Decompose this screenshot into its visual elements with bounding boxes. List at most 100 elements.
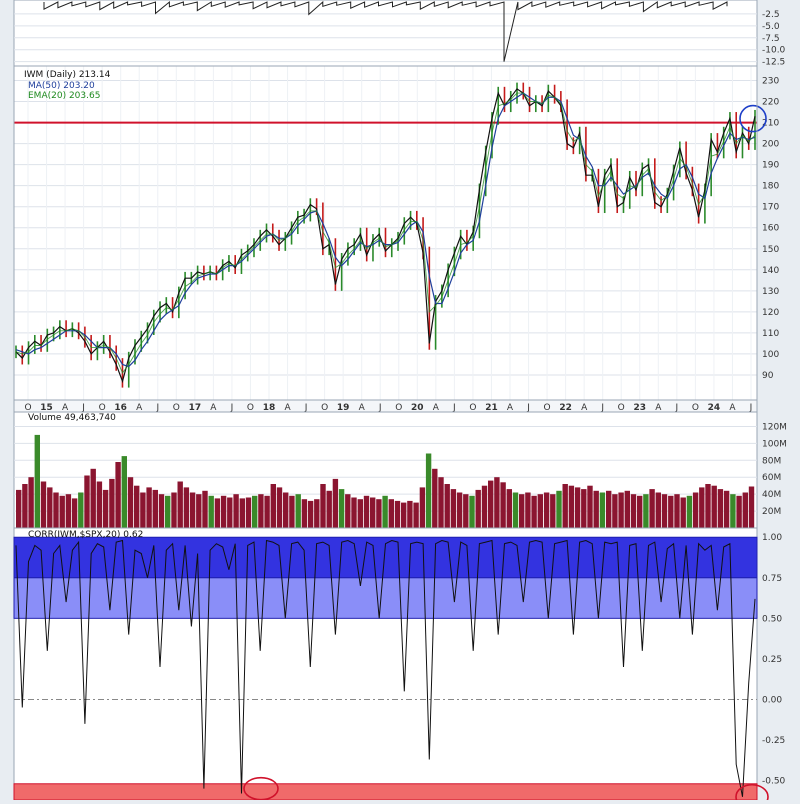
volume-bar [407, 500, 413, 528]
date-tick-label: O [99, 403, 106, 413]
volume-bar [587, 485, 593, 528]
volume-bar [717, 489, 724, 528]
volume-bar [258, 494, 264, 528]
ema20-line [15, 92, 756, 374]
volume-bar [723, 490, 730, 528]
volume-bar [152, 489, 158, 528]
date-tick-label: 23 [634, 403, 647, 413]
volume-bar [183, 487, 190, 528]
date-tick-label: J [526, 403, 530, 413]
volume-bar [78, 492, 84, 528]
volume-bar [463, 494, 469, 528]
date-tick-label: O [24, 403, 31, 413]
date-tick-label: O [469, 403, 476, 413]
date-axis: O 15 A J O 16 A J O 17 A J O 18 A J O 19 A J O 20 A J O 21 A J O 22 A J… [13, 399, 758, 413]
volume-bar [171, 492, 177, 528]
date-tick-label: 17 [189, 403, 202, 413]
volume-bar [550, 494, 556, 528]
volume-bar [711, 485, 717, 528]
volume-bar [22, 484, 28, 528]
volume-bar [537, 494, 543, 528]
volume-bar [637, 495, 643, 528]
volume-tick-label: 80M [762, 456, 781, 466]
volume-bar [332, 478, 339, 528]
corr-line [15, 539, 756, 797]
price-tick-label: 130 [762, 287, 779, 297]
volume-panel: 20M 40M 60M 80M 100M 120M [13, 411, 787, 529]
top-tick-label: -7.5 [762, 34, 780, 44]
volume-bar [736, 495, 742, 528]
volume-bar [450, 489, 457, 528]
date-tick-label: O [544, 403, 551, 413]
price-tick-label: 200 [762, 140, 779, 150]
volume-bar [618, 492, 624, 528]
volume-bar [121, 456, 127, 528]
date-tick-label: A [359, 403, 366, 413]
date-tick-label: A [433, 403, 440, 413]
volume-bar [96, 481, 103, 528]
volume-bar [239, 498, 245, 528]
price-tick-label: 140 [762, 266, 779, 276]
volume-bar [71, 498, 78, 528]
volume-bar [208, 495, 214, 528]
volume-bar [84, 475, 90, 528]
volume-bar [289, 495, 295, 528]
resistance-highlight-circle [739, 104, 767, 133]
volume-bar [525, 492, 531, 528]
corr-band [13, 783, 758, 801]
volume-bar [543, 492, 550, 528]
price-tick-label: 90 [762, 371, 774, 381]
volume-bar [444, 484, 450, 528]
volume-bar [189, 492, 196, 528]
price-tick-label: 220 [762, 98, 779, 108]
volume-bar [413, 502, 419, 528]
date-tick-label: 19 [337, 403, 350, 413]
top-indicator-line [43, 0, 728, 62]
volume-bar [562, 484, 568, 528]
volume-bar [606, 490, 612, 528]
date-tick-label: A [581, 403, 588, 413]
volume-bar [680, 497, 686, 528]
date-tick-label: A [507, 403, 514, 413]
volume-bar [338, 489, 345, 528]
date-tick-label: O [618, 403, 625, 413]
top-tick-label: -5.0 [762, 22, 780, 32]
price-panel: 90 100 110 120 130 140 150 160 170 180 190 200 210 22… [13, 65, 779, 401]
price-tick-label: 170 [762, 203, 779, 213]
volume-bar [649, 489, 655, 528]
corr-band [13, 577, 758, 619]
date-tick-label: O [692, 403, 699, 413]
volume-bar [233, 494, 239, 528]
date-tick-label: 20 [411, 403, 424, 413]
volume-bar [488, 480, 494, 528]
top-tick-label: -10.0 [762, 46, 786, 56]
volume-bar [146, 487, 152, 528]
volume-bar [748, 486, 755, 528]
volume-bar [102, 489, 109, 528]
volume-bar [500, 482, 506, 528]
date-tick-label: A [284, 403, 291, 413]
date-tick-label: 15 [40, 403, 53, 413]
volume-bar [376, 499, 382, 528]
price-tick-label: 100 [762, 350, 779, 360]
volume-bar [674, 494, 680, 528]
volume-bar [90, 468, 96, 528]
date-tick-label: J [304, 403, 308, 413]
volume-bar [699, 487, 705, 528]
volume-bar [432, 468, 438, 528]
price-tick-label: 110 [762, 329, 779, 339]
corr-tick-label: -0.50 [762, 777, 786, 787]
date-tick-label: O [321, 403, 328, 413]
date-tick-label: O [395, 403, 402, 413]
volume-bar [252, 495, 258, 528]
price-line [15, 88, 756, 384]
volume-tick-label: 20M [762, 507, 781, 517]
volume-bar [705, 484, 711, 528]
date-tick-label: O [247, 403, 254, 413]
volume-bar [115, 462, 121, 528]
volume-bar [59, 495, 65, 528]
date-tick-label: A [136, 403, 143, 413]
volume-bar [202, 490, 208, 528]
price-tick-label: 230 [762, 77, 779, 87]
